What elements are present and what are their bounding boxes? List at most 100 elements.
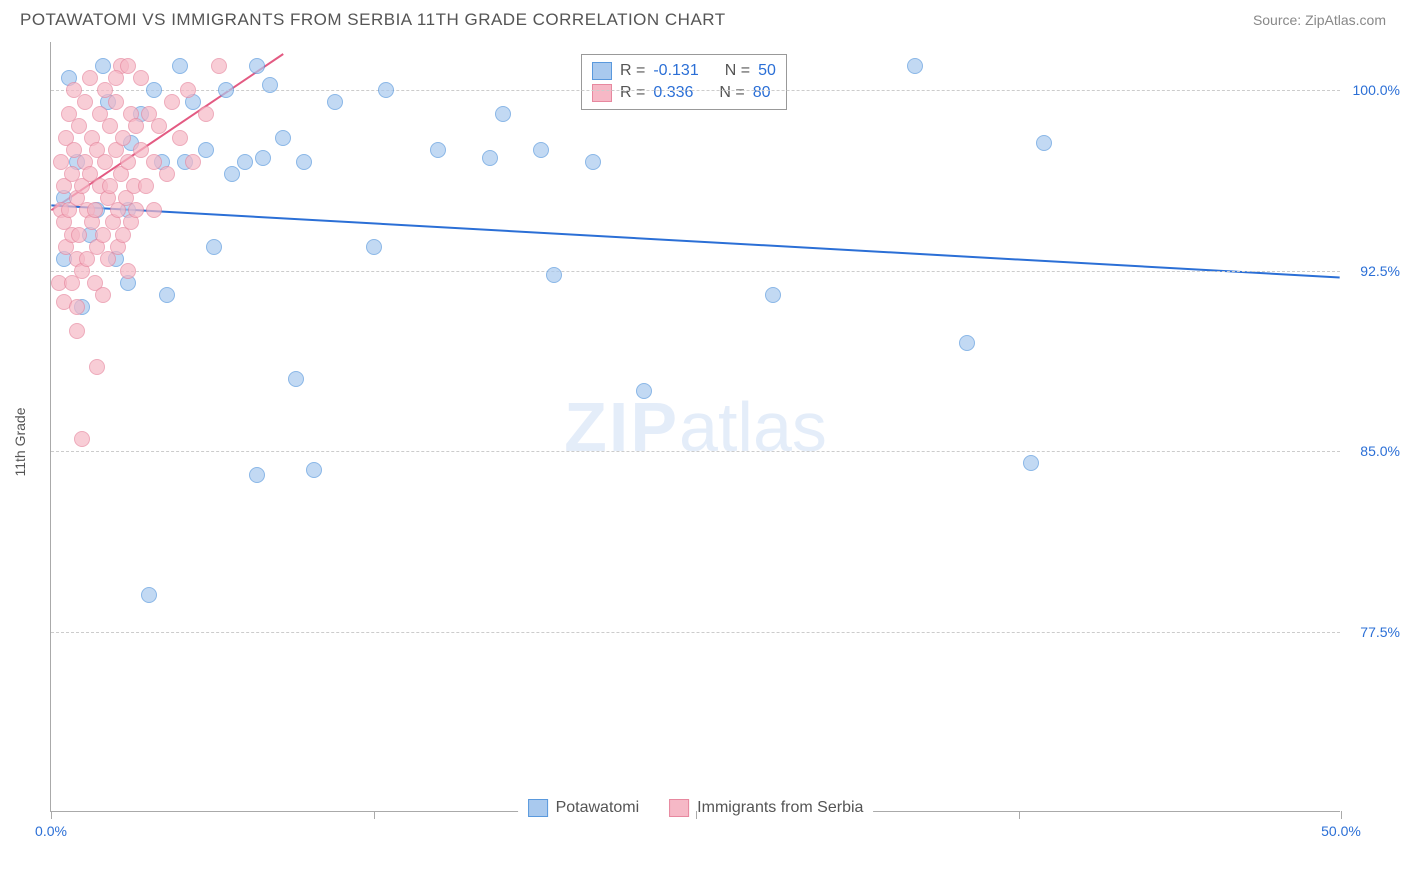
gridline-h <box>51 632 1340 633</box>
scatter-point <box>180 82 196 98</box>
scatter-point <box>546 267 562 283</box>
scatter-point <box>102 118 118 134</box>
scatter-point <box>224 166 240 182</box>
ytick-label: 85.0% <box>1345 443 1400 459</box>
scatter-point <box>327 94 343 110</box>
scatter-point <box>198 106 214 122</box>
scatter-point <box>288 371 304 387</box>
n-value: 50 <box>758 62 776 80</box>
legend-swatch <box>592 62 612 80</box>
scatter-point <box>146 154 162 170</box>
source-label: Source: ZipAtlas.com <box>1253 12 1386 28</box>
scatter-point <box>211 58 227 74</box>
trendline <box>51 205 1339 277</box>
scatter-point <box>237 154 253 170</box>
scatter-point <box>128 202 144 218</box>
watermark: ZIPatlas <box>564 387 827 467</box>
scatter-point <box>198 142 214 158</box>
scatter-point <box>585 154 601 170</box>
scatter-point <box>133 70 149 86</box>
scatter-point <box>206 239 222 255</box>
legend-label: Potawatomi <box>556 799 640 817</box>
legend-corr-row: R =-0.131N =50 <box>592 60 776 82</box>
scatter-point <box>255 150 271 166</box>
r-label: R = <box>620 84 645 102</box>
scatter-point <box>95 58 111 74</box>
gridline-h <box>51 451 1340 452</box>
xtick <box>1019 811 1020 819</box>
ytick-label: 77.5% <box>1345 624 1400 640</box>
xtick <box>374 811 375 819</box>
n-label: N = <box>719 84 744 102</box>
scatter-point <box>249 467 265 483</box>
legend-corr-row: R =0.336N =80 <box>592 82 776 104</box>
scatter-point <box>218 82 234 98</box>
scatter-point <box>82 70 98 86</box>
scatter-point <box>172 58 188 74</box>
legend-item: Immigrants from Serbia <box>669 799 863 817</box>
scatter-point <box>120 154 136 170</box>
scatter-point <box>87 202 103 218</box>
scatter-point <box>159 166 175 182</box>
scatter-point <box>133 142 149 158</box>
plot-area: ZIPatlas R =-0.131N =50R =0.336N =80 Pot… <box>50 42 1340 812</box>
scatter-point <box>108 94 124 110</box>
xtick-label: 0.0% <box>35 823 67 839</box>
scatter-point <box>306 462 322 478</box>
scatter-point <box>185 154 201 170</box>
scatter-point <box>115 130 131 146</box>
r-value: 0.336 <box>653 84 693 102</box>
scatter-point <box>74 431 90 447</box>
scatter-point <box>366 239 382 255</box>
ytick-label: 92.5% <box>1345 263 1400 279</box>
scatter-point <box>138 178 154 194</box>
scatter-point <box>172 130 188 146</box>
scatter-point <box>71 227 87 243</box>
scatter-point <box>128 118 144 134</box>
scatter-point <box>120 58 136 74</box>
scatter-point <box>765 287 781 303</box>
r-value: -0.131 <box>653 62 698 80</box>
chart-container: 11th Grade ZIPatlas R =-0.131N =50R =0.3… <box>50 42 1390 842</box>
xtick <box>1341 811 1342 819</box>
legend-swatch <box>528 799 548 817</box>
xtick-label: 50.0% <box>1321 823 1361 839</box>
ytick-label: 100.0% <box>1345 82 1400 98</box>
scatter-point <box>71 118 87 134</box>
scatter-point <box>482 150 498 166</box>
gridline-h <box>51 271 1340 272</box>
correlation-legend: R =-0.131N =50R =0.336N =80 <box>581 54 787 110</box>
y-axis-label: 11th Grade <box>12 407 28 476</box>
chart-title: POTAWATOMI VS IMMIGRANTS FROM SERBIA 11T… <box>20 10 726 30</box>
scatter-point <box>164 94 180 110</box>
scatter-point <box>146 202 162 218</box>
scatter-point <box>959 335 975 351</box>
scatter-point <box>159 287 175 303</box>
scatter-point <box>141 587 157 603</box>
scatter-point <box>378 82 394 98</box>
scatter-point <box>275 130 291 146</box>
scatter-point <box>636 383 652 399</box>
scatter-point <box>120 263 136 279</box>
legend-label: Immigrants from Serbia <box>697 799 863 817</box>
scatter-point <box>296 154 312 170</box>
scatter-point <box>495 106 511 122</box>
scatter-point <box>151 118 167 134</box>
scatter-point <box>89 359 105 375</box>
legend-item: Potawatomi <box>528 799 640 817</box>
scatter-point <box>533 142 549 158</box>
scatter-point <box>907 58 923 74</box>
scatter-point <box>69 323 85 339</box>
n-label: N = <box>725 62 750 80</box>
xtick <box>51 811 52 819</box>
legend-swatch <box>592 84 612 102</box>
scatter-point <box>69 299 85 315</box>
scatter-point <box>95 287 111 303</box>
scatter-point <box>430 142 446 158</box>
legend-swatch <box>669 799 689 817</box>
xtick <box>696 811 697 819</box>
scatter-point <box>108 70 124 86</box>
gridline-h <box>51 90 1340 91</box>
scatter-point <box>249 58 265 74</box>
scatter-point <box>146 82 162 98</box>
